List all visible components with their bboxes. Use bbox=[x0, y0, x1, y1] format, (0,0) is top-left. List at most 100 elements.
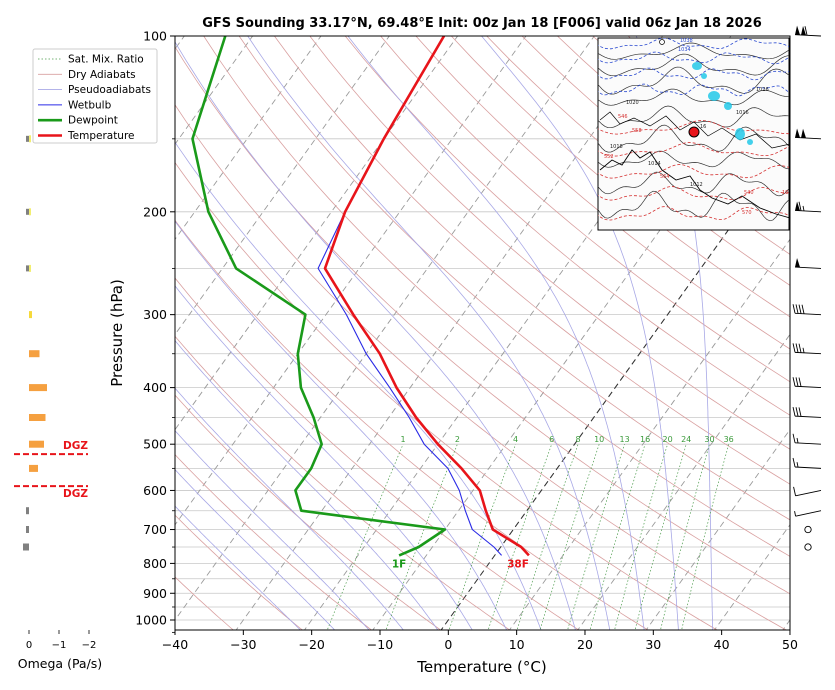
wind-barb-half-feather bbox=[796, 437, 799, 444]
x-tick-label: −20 bbox=[299, 637, 325, 652]
pseudoadiabat-line bbox=[175, 220, 508, 630]
map-contour-label: 1014 bbox=[648, 161, 661, 167]
mixing-ratio-label: 30 bbox=[704, 435, 714, 444]
wind-barb-feather bbox=[798, 377, 802, 387]
x-tick-label: 10 bbox=[509, 637, 525, 652]
map-contour-label: 558 bbox=[632, 128, 642, 134]
map-contour-line bbox=[598, 186, 789, 201]
omega-bar bbox=[29, 440, 44, 448]
map-contour-label: 1012 bbox=[690, 182, 703, 188]
wind-barb-feather bbox=[795, 343, 799, 353]
wind-barb bbox=[792, 433, 822, 445]
x-tick-label: −40 bbox=[162, 637, 188, 652]
y-tick-label: 200 bbox=[143, 204, 167, 219]
omega-bar bbox=[29, 208, 31, 216]
legend: Sat. Mix. Ratio Dry Adiabats Pseudoadiabat… bbox=[32, 48, 158, 144]
isotherm-line bbox=[645, 428, 790, 630]
map-precip-area bbox=[692, 62, 702, 70]
dry-adiabat-line bbox=[309, 36, 790, 450]
pseudoadiabat-line bbox=[481, 36, 679, 630]
omega-tick-label: −1 bbox=[52, 640, 67, 651]
wind-barb bbox=[795, 25, 822, 37]
map-precip-area bbox=[708, 91, 720, 101]
wind-barb-feather bbox=[792, 457, 796, 468]
pseudoadiabat-line bbox=[175, 339, 439, 630]
y-tick-label: 300 bbox=[143, 307, 167, 322]
map-contour-line bbox=[598, 88, 789, 106]
dry-adiabat-line bbox=[175, 394, 442, 630]
dry-adiabat-line bbox=[203, 36, 790, 557]
wind-barb-feather bbox=[792, 433, 796, 443]
mixing-ratio-line bbox=[385, 444, 458, 630]
pseudoadiabat-line bbox=[175, 469, 336, 630]
omega-tiny-bar bbox=[26, 208, 29, 215]
legend-label: Sat. Mix. Ratio bbox=[68, 54, 144, 66]
omega-panel: 0 −1 −2 Omega (Pa/s) bbox=[18, 135, 102, 671]
wind-barb-flag bbox=[795, 25, 801, 35]
mixing-ratio-line bbox=[448, 444, 516, 630]
map-contour-line bbox=[598, 171, 789, 197]
y-tick-label: 500 bbox=[143, 437, 167, 452]
legend-label: Dewpoint bbox=[68, 115, 118, 127]
wind-barb-feather bbox=[804, 26, 808, 36]
wind-barb-staff bbox=[795, 415, 822, 418]
map-precip-area bbox=[701, 73, 707, 79]
x-tick-label: −10 bbox=[367, 637, 393, 652]
y-tick-label: 800 bbox=[143, 556, 167, 571]
x-tick-label: −30 bbox=[230, 637, 256, 652]
dry-adiabat-line bbox=[175, 219, 649, 630]
dry-adiabat-line bbox=[175, 514, 304, 630]
dry-adiabat-line bbox=[175, 161, 718, 630]
wind-barb-flag bbox=[801, 25, 807, 36]
mixing-ratio-label: 4 bbox=[513, 435, 518, 444]
pseudoadiabat-line bbox=[175, 141, 542, 630]
dry-adiabat-line bbox=[274, 36, 790, 485]
wind-barb bbox=[792, 407, 822, 418]
wind-barb bbox=[793, 486, 822, 497]
dry-adiabat-line bbox=[344, 36, 790, 416]
pseudoadiabat-line bbox=[175, 285, 473, 630]
wind-barb-staff bbox=[795, 209, 822, 213]
y-tick-label: 1000 bbox=[135, 613, 167, 628]
wind-barb bbox=[792, 343, 822, 355]
mixing-ratio-line bbox=[614, 444, 668, 630]
map-contour-line bbox=[598, 190, 789, 222]
pseudoadiabat-line bbox=[175, 387, 404, 630]
wind-barb bbox=[792, 304, 822, 316]
wind-calm-circle bbox=[804, 525, 812, 534]
mixing-ratio-label: 20 bbox=[663, 435, 673, 444]
wind-barb-feather bbox=[793, 486, 797, 496]
wind-barb-flag bbox=[801, 128, 807, 139]
mixing-ratio-line bbox=[326, 444, 404, 630]
wind-calm-circle bbox=[804, 543, 812, 551]
legend-label: Temperature bbox=[67, 130, 135, 142]
y-tick-label: 900 bbox=[143, 586, 167, 601]
wetbulb-line bbox=[317, 36, 503, 556]
map-contour-line bbox=[598, 53, 789, 77]
wind-barb bbox=[795, 201, 822, 213]
pseudoadiabat-line bbox=[175, 41, 576, 630]
map-precip-area bbox=[735, 128, 745, 140]
legend-label: Wetbulb bbox=[68, 99, 112, 111]
map-contour-line bbox=[598, 142, 789, 157]
map-contour-label: 570 bbox=[742, 210, 752, 216]
inset-map: 1038 1034 1026 1020 1018 1016 1014 1012 101 558 56… bbox=[597, 37, 790, 231]
wind-barb-feather bbox=[798, 407, 802, 417]
isotherm-line bbox=[175, 36, 322, 241]
omega-tick-label: −2 bbox=[82, 640, 97, 651]
mixing-ratio-label: 1 bbox=[401, 435, 406, 444]
wind-barb-staff bbox=[795, 137, 822, 140]
omega-bar bbox=[26, 507, 29, 515]
wind-barb-flag bbox=[795, 201, 801, 211]
pseudoadiabat-line bbox=[635, 36, 714, 630]
omega-bar bbox=[29, 350, 40, 358]
pseudoadiabat-line bbox=[175, 505, 301, 630]
dry-adiabat-line bbox=[380, 36, 790, 383]
temperature-line bbox=[323, 36, 530, 557]
wind-barb-feather bbox=[792, 343, 796, 353]
map-precip-area bbox=[724, 102, 732, 110]
x-tick-label: 50 bbox=[782, 637, 798, 652]
mixing-ratio-line bbox=[516, 444, 579, 630]
